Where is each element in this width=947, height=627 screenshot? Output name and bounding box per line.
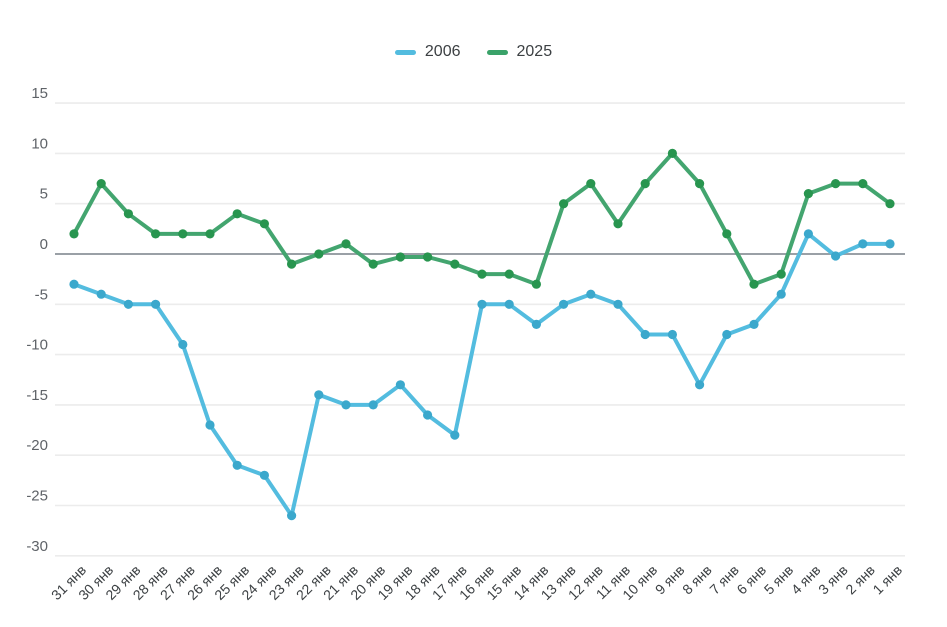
data-point-2025-26 янв[interactable] <box>205 229 215 239</box>
data-point-2006-28 янв[interactable] <box>151 299 161 309</box>
y-axis-tick-label: -5 <box>35 286 48 303</box>
legend-label-2025: 2025 <box>516 43 553 60</box>
data-point-2006-5 янв[interactable] <box>776 289 786 299</box>
x-axis-tick-label: 2 янв <box>842 562 878 598</box>
data-point-2025-24 янв[interactable] <box>259 219 269 229</box>
data-point-2025-9 янв[interactable] <box>667 148 678 158</box>
data-point-2025-3 янв[interactable] <box>831 179 841 189</box>
data-point-2006-2 янв[interactable] <box>858 239 868 249</box>
x-axis-tick-label: 9 янв <box>652 562 688 598</box>
y-axis-tick-label: 5 <box>40 186 48 203</box>
data-point-2025-29 янв[interactable] <box>123 209 133 219</box>
data-point-2025-13 янв[interactable] <box>559 199 569 209</box>
data-point-2025-25 янв[interactable] <box>232 209 242 219</box>
legend-item-2006[interactable]: 2006 <box>394 43 461 61</box>
data-point-2025-8 янв[interactable] <box>695 179 705 189</box>
data-point-2025-28 янв[interactable] <box>151 229 161 239</box>
legend-swatch-2006-icon <box>394 49 416 55</box>
data-point-2025-6 янв[interactable] <box>749 279 759 289</box>
x-axis-tick-label: 1 янв <box>869 562 905 598</box>
data-point-2006-27 янв[interactable] <box>178 339 188 350</box>
data-point-2025-10 янв[interactable] <box>640 179 650 189</box>
y-axis-tick-label: -10 <box>26 337 48 354</box>
data-point-2025-17 янв[interactable] <box>450 259 460 269</box>
x-axis-tick-label: 7 янв <box>706 562 742 598</box>
x-axis-tick-label: 4 янв <box>788 562 824 598</box>
y-axis-tick-label: -25 <box>26 488 48 505</box>
data-point-2025-11 янв[interactable] <box>613 219 623 229</box>
data-point-2025-2 янв[interactable] <box>858 179 868 189</box>
data-point-2025-22 янв[interactable] <box>314 249 324 259</box>
y-axis-tick-label: -30 <box>26 538 48 555</box>
data-point-2006-29 янв[interactable] <box>123 299 133 309</box>
data-point-2025-4 янв[interactable] <box>803 189 814 199</box>
legend-swatch-2025-icon <box>486 49 508 55</box>
data-point-2025-16 янв[interactable] <box>477 269 487 279</box>
legend-label-2006: 2006 <box>424 43 461 60</box>
data-point-2006-12 янв[interactable] <box>586 289 596 299</box>
data-point-2006-16 янв[interactable] <box>477 299 487 309</box>
y-axis-tick-label: 15 <box>31 85 48 102</box>
data-point-2006-15 янв[interactable] <box>504 299 514 309</box>
data-point-2006-24 янв[interactable] <box>259 470 269 480</box>
data-point-2006-30 янв[interactable] <box>96 289 106 299</box>
data-point-2025-1 янв[interactable] <box>885 199 895 209</box>
chart-legend: 2006 2025 <box>0 43 947 61</box>
data-point-2025-23 янв[interactable] <box>287 259 297 269</box>
data-point-2006-9 янв[interactable] <box>667 329 678 340</box>
data-point-2006-17 янв[interactable] <box>450 430 460 440</box>
data-point-2006-10 янв[interactable] <box>640 329 650 340</box>
data-point-2006-25 янв[interactable] <box>232 460 242 470</box>
data-point-2006-31 янв[interactable] <box>69 279 79 289</box>
data-point-2006-4 янв[interactable] <box>803 229 814 239</box>
legend-item-2025[interactable]: 2025 <box>486 43 553 61</box>
x-axis-tick-label: 6 янв <box>733 562 769 598</box>
data-point-2006-21 янв[interactable] <box>341 400 351 410</box>
data-point-2006-14 янв[interactable] <box>531 319 542 329</box>
data-point-2006-6 янв[interactable] <box>749 319 759 329</box>
y-axis-tick-label: -15 <box>26 387 48 404</box>
series-line-2025 <box>72 151 892 287</box>
data-point-2025-15 янв[interactable] <box>504 269 514 279</box>
data-point-2025-5 янв[interactable] <box>776 269 786 279</box>
data-point-2025-31 янв[interactable] <box>69 229 79 239</box>
y-axis-tick-label: 0 <box>40 236 48 253</box>
data-point-2025-27 янв[interactable] <box>178 229 188 239</box>
data-point-2025-7 янв[interactable] <box>722 229 732 239</box>
data-point-2006-22 янв[interactable] <box>314 390 324 400</box>
data-point-2006-19 янв[interactable] <box>395 380 405 390</box>
data-point-2006-11 янв[interactable] <box>613 299 623 309</box>
y-axis-tick-label: 10 <box>31 135 48 152</box>
data-point-2006-8 янв[interactable] <box>695 380 705 390</box>
data-point-2006-23 янв[interactable] <box>287 510 297 521</box>
data-point-2025-20 янв[interactable] <box>368 259 378 269</box>
x-axis-tick-label: 8 янв <box>679 562 715 598</box>
data-point-2006-18 янв[interactable] <box>423 410 433 420</box>
data-point-2025-14 янв[interactable] <box>531 279 542 289</box>
data-point-2025-30 янв[interactable] <box>96 179 106 189</box>
y-axis-tick-label: -20 <box>26 437 48 454</box>
data-point-2006-7 янв[interactable] <box>722 329 732 340</box>
data-point-2006-20 янв[interactable] <box>368 400 378 410</box>
data-point-2025-21 янв[interactable] <box>341 239 351 249</box>
data-point-2025-12 янв[interactable] <box>586 179 596 189</box>
data-point-2025-18 янв[interactable] <box>423 252 433 262</box>
x-axis-tick-label: 3 янв <box>815 562 851 598</box>
x-axis-tick-label: 5 янв <box>761 562 797 598</box>
data-point-2006-1 янв[interactable] <box>885 239 895 249</box>
data-point-2025-19 янв[interactable] <box>395 252 405 262</box>
data-point-2006-13 янв[interactable] <box>559 299 569 309</box>
data-point-2006-26 янв[interactable] <box>205 420 215 430</box>
data-point-2006-3 янв[interactable] <box>831 251 841 261</box>
